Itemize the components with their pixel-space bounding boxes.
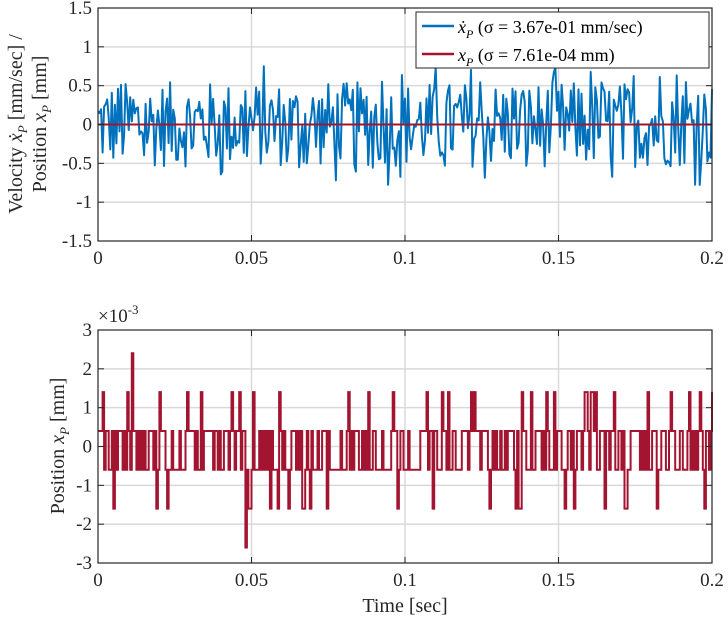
top-y-axis-label-line2: Position xP [mm] (29, 56, 54, 193)
bottom-y-tick-label: -1 (76, 475, 92, 496)
top-x-tick-label: 0.15 (542, 248, 575, 269)
legend-position-entry: xP (σ = 7.61e-04 mm) (457, 45, 615, 69)
top-x-tick-label: 0.1 (393, 248, 417, 269)
bottom-x-tick-label: 0.1 (393, 570, 417, 591)
top-y-tick-label: 0 (83, 115, 93, 136)
top-x-tick-labels: 0 0.05 0.1 0.15 0.2 (93, 248, 724, 269)
top-y-tick-label: 1 (83, 37, 93, 58)
bottom-ticks (97, 329, 713, 564)
bottom-y-tick-label: 3 (83, 320, 93, 341)
top-y-tick-label: -0.5 (62, 153, 92, 174)
bottom-y-tick-label: 0 (83, 437, 93, 458)
bottom-x-tick-label: 0 (93, 570, 103, 591)
top-axes: 0 0.05 0.1 0.15 0.2 1.5 1 0.5 0 -0.5 -1 -1.5 ẋP (σ… (5, 0, 724, 269)
legend: ẋP (σ = 3.67e-01 mm/sec) xP (σ = 7.61e-0… (415, 11, 710, 69)
top-x-tick-label: 0.2 (700, 248, 724, 269)
bottom-y-axis-label: Position xP [mm] (47, 378, 72, 515)
bottom-y-tick-label: -2 (76, 514, 92, 535)
top-x-tick-label: 0 (93, 248, 103, 269)
top-ticks (97, 7, 713, 242)
top-y-tick-label: -1 (76, 192, 92, 213)
velocity-series-line (97, 65, 713, 186)
bottom-y-tick-label: -3 (76, 553, 92, 574)
bottom-x-tick-label: 0.15 (542, 570, 575, 591)
top-y-tick-labels: 1.5 1 0.5 0 -0.5 -1 -1.5 (62, 0, 92, 252)
top-y-axis-label-line1: Velocity ẋP [mm/sec] / (5, 34, 30, 214)
bottom-series (98, 352, 713, 549)
bottom-y-tick-label: 2 (83, 359, 93, 380)
top-y-tick-label: 1.5 (68, 0, 92, 19)
bottom-y-multiplier: ×10-3 (98, 302, 139, 327)
top-series (97, 65, 713, 186)
top-x-tick-label: 0.05 (235, 248, 268, 269)
bottom-y-tick-label: 1 (83, 398, 93, 419)
bottom-x-tick-labels: 0 0.05 0.1 0.15 0.2 (93, 570, 724, 591)
bottom-axes: 0 0.05 0.1 0.15 0.2 3 2 1 0 -1 -2 -3 ×10-3 Positio… (47, 302, 724, 617)
bottom-x-tick-label: 0.05 (235, 570, 268, 591)
top-y-tick-label: -1.5 (62, 231, 92, 252)
legend-box (415, 11, 710, 69)
bottom-x-tick-label: 0.2 (700, 570, 724, 591)
bottom-y-tick-labels: 3 2 1 0 -1 -2 -3 (76, 320, 92, 574)
top-y-tick-label: 0.5 (68, 76, 92, 97)
position-series-line-bottom (98, 352, 713, 549)
legend-velocity-entry: ẋP (σ = 3.67e-01 mm/sec) (457, 17, 643, 41)
x-axis-label: Time [sec] (362, 595, 447, 617)
